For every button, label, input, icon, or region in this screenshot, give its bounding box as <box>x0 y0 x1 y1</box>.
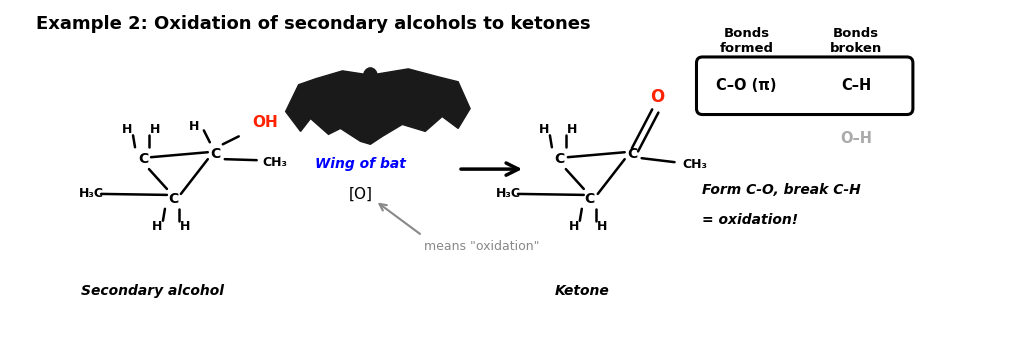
Text: [O]: [O] <box>348 186 372 201</box>
Text: H: H <box>567 123 577 136</box>
Text: OH: OH <box>253 115 278 130</box>
Text: H₃C: H₃C <box>79 187 104 201</box>
Text: H₃C: H₃C <box>495 187 521 201</box>
Text: H: H <box>189 120 199 133</box>
Text: O–H: O–H <box>840 131 871 146</box>
Text: C–H: C–H <box>840 78 870 93</box>
Text: CH₃: CH₃ <box>263 156 287 169</box>
Text: C: C <box>554 152 565 166</box>
FancyBboxPatch shape <box>696 57 912 115</box>
Text: CH₃: CH₃ <box>682 158 707 171</box>
Ellipse shape <box>363 68 377 86</box>
Text: Bonds
formed: Bonds formed <box>718 27 772 55</box>
Text: H: H <box>121 123 132 136</box>
Text: H: H <box>568 220 579 233</box>
Text: Bonds
broken: Bonds broken <box>829 27 881 55</box>
Text: Example 2: Oxidation of secondary alcohols to ketones: Example 2: Oxidation of secondary alcoho… <box>37 15 590 33</box>
Text: Ketone: Ketone <box>554 284 609 298</box>
Text: H: H <box>152 220 162 233</box>
Text: O: O <box>650 88 664 106</box>
Text: C: C <box>584 192 594 206</box>
Text: C: C <box>138 152 148 166</box>
Text: Form C-O, break C-H: Form C-O, break C-H <box>702 183 860 197</box>
Text: H: H <box>150 123 160 136</box>
Text: H: H <box>538 123 548 136</box>
Text: H: H <box>596 220 606 233</box>
Text: C: C <box>211 147 221 161</box>
Polygon shape <box>285 69 470 144</box>
Text: H: H <box>179 220 190 233</box>
Text: Wing of bat: Wing of bat <box>315 157 406 171</box>
Text: C: C <box>627 147 637 161</box>
Text: C–O (π): C–O (π) <box>715 78 775 93</box>
Text: means "oxidation": means "oxidation" <box>424 240 539 253</box>
Text: Secondary alcohol: Secondary alcohol <box>82 284 224 298</box>
Text: C: C <box>168 192 178 206</box>
Text: = oxidation!: = oxidation! <box>702 213 798 227</box>
